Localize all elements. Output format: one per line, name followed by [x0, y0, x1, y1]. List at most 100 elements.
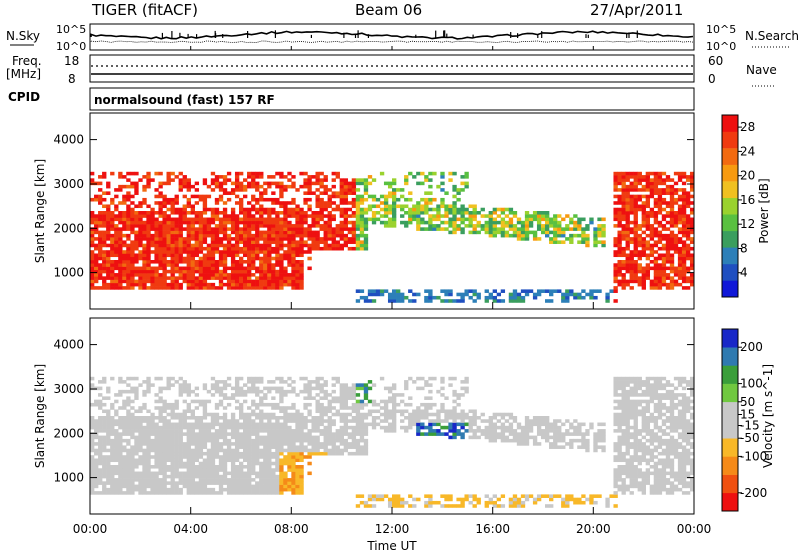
power-cell — [94, 237, 99, 241]
power-cell — [138, 204, 143, 209]
power-cell — [677, 253, 683, 258]
velocity-cell — [154, 422, 159, 427]
power-cell — [234, 260, 240, 264]
power-cell — [661, 191, 667, 195]
power-cell — [162, 233, 167, 238]
power-cell — [247, 217, 252, 222]
power-cell — [255, 184, 260, 189]
velocity-cell — [508, 416, 514, 420]
power-cell — [186, 227, 191, 231]
velocity-cell — [263, 468, 268, 472]
velocity-cell — [512, 419, 518, 423]
power-cell — [110, 266, 115, 271]
velocity-cell — [162, 445, 167, 449]
velocity-cell — [283, 455, 288, 459]
power-cell — [617, 269, 622, 274]
power-cell — [299, 171, 304, 176]
power-cell — [492, 289, 497, 293]
power-cell — [162, 197, 167, 202]
power-cell — [557, 230, 562, 235]
power-cell — [379, 292, 385, 297]
velocity-cell — [363, 422, 369, 427]
power-cell — [689, 282, 695, 287]
power-cell — [637, 250, 642, 254]
velocity-cell — [251, 432, 256, 436]
velocity-cell — [299, 442, 304, 446]
velocity-cell — [327, 448, 332, 453]
velocity-cell — [279, 474, 284, 479]
velocity-cell — [210, 393, 216, 397]
power-cell — [158, 211, 163, 215]
velocity-cell — [339, 396, 344, 400]
velocity-cell — [214, 455, 220, 459]
power-cell — [214, 207, 220, 212]
velocity-cell — [295, 455, 300, 459]
velocity-cell — [194, 438, 200, 443]
velocity-cell — [488, 429, 493, 433]
power-cell — [158, 227, 163, 231]
power-cell — [323, 178, 328, 182]
power-cell — [222, 282, 228, 287]
power-cell — [146, 276, 151, 280]
velocity-cell — [307, 429, 312, 433]
velocity-cell — [516, 442, 522, 446]
velocity-cell — [436, 389, 441, 394]
velocity-cell — [106, 396, 111, 400]
power-cell — [400, 207, 405, 212]
power-cell — [150, 178, 155, 182]
power-cell — [251, 286, 256, 290]
power-cell — [162, 224, 167, 228]
velocity-cell — [287, 435, 292, 440]
velocity-cell — [206, 412, 212, 417]
velocity-cell — [230, 481, 236, 485]
power-cell — [283, 217, 288, 222]
power-cell — [625, 230, 630, 235]
power-cell — [661, 224, 667, 228]
velocity-cell — [238, 474, 244, 479]
velocity-cell — [315, 419, 320, 423]
velocity-cell — [122, 491, 127, 495]
power-cell — [661, 197, 667, 202]
power-cell — [343, 217, 349, 222]
power-cell — [170, 204, 175, 209]
power-cell — [569, 227, 574, 231]
velocity-cell — [319, 376, 324, 381]
nave-axis-lo: 0 — [708, 72, 716, 86]
power-cell — [202, 263, 208, 267]
power-cell — [315, 211, 320, 215]
power-cell — [238, 171, 244, 176]
velocity-cell — [190, 481, 195, 485]
power-cell — [359, 243, 365, 248]
power-cell — [126, 178, 131, 182]
power-cell — [291, 273, 296, 277]
power-cell — [222, 227, 228, 231]
velocity-cell — [182, 448, 187, 453]
power-cell — [536, 227, 542, 231]
velocity-cell — [190, 429, 195, 433]
velocity-cell — [279, 442, 284, 446]
power-cell — [243, 184, 248, 189]
velocity-cell — [146, 481, 151, 485]
velocity-cell — [247, 484, 252, 489]
power-cell — [90, 197, 95, 202]
power-cell — [613, 273, 618, 277]
power-cell — [226, 197, 232, 202]
velocity-cell — [158, 461, 163, 466]
velocity-cell — [194, 481, 200, 485]
power-cell — [331, 178, 336, 182]
velocity-cell — [118, 419, 123, 423]
power-cell — [653, 260, 659, 264]
velocity-cell — [247, 438, 252, 443]
velocity-cell — [222, 471, 228, 476]
power-cell — [102, 224, 107, 228]
velocity-cell — [114, 455, 119, 459]
velocity-cell — [508, 429, 514, 433]
velocity-cell — [275, 487, 280, 492]
power-cell — [150, 276, 155, 280]
power-cell — [222, 263, 228, 267]
power-cell — [243, 233, 248, 238]
velocity-cell — [287, 412, 292, 417]
power-cell — [198, 240, 204, 244]
velocity-cell — [206, 389, 212, 394]
velocity-cell — [319, 422, 324, 427]
